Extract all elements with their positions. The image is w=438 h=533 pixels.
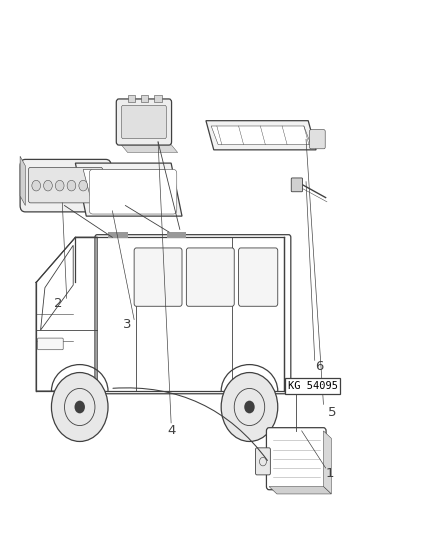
Bar [108,232,127,238]
Text: 1: 1 [326,467,334,480]
Text: 3: 3 [124,318,132,332]
Circle shape [244,401,254,414]
Text: KG 54095: KG 54095 [288,381,338,391]
Circle shape [221,373,278,441]
Bar [141,95,148,102]
Circle shape [55,180,64,191]
FancyBboxPatch shape [121,106,166,139]
FancyBboxPatch shape [65,178,76,201]
Circle shape [91,180,99,191]
Text: 5: 5 [328,406,336,419]
Text: 2: 2 [54,297,62,310]
Polygon shape [83,169,175,210]
FancyBboxPatch shape [255,448,270,475]
FancyBboxPatch shape [95,235,291,394]
FancyBboxPatch shape [28,167,103,203]
Circle shape [51,373,108,441]
FancyBboxPatch shape [38,338,63,350]
Circle shape [44,180,52,191]
Polygon shape [269,487,331,494]
Polygon shape [323,431,331,494]
Bar [154,95,162,102]
Polygon shape [75,163,182,216]
Bar [127,95,135,102]
FancyBboxPatch shape [89,169,177,214]
Bar [167,232,186,238]
FancyBboxPatch shape [20,159,111,212]
Circle shape [32,180,41,191]
Polygon shape [20,156,25,206]
FancyBboxPatch shape [186,248,234,306]
FancyBboxPatch shape [239,248,278,306]
FancyBboxPatch shape [116,99,172,145]
FancyBboxPatch shape [266,427,326,490]
FancyBboxPatch shape [134,248,182,306]
FancyBboxPatch shape [310,130,325,149]
Polygon shape [206,120,316,150]
Polygon shape [119,142,178,152]
Polygon shape [211,126,311,144]
Circle shape [74,401,85,414]
Text: 4: 4 [167,424,175,438]
FancyBboxPatch shape [291,178,303,192]
Text: 6: 6 [315,360,323,373]
Circle shape [79,180,88,191]
Circle shape [67,180,76,191]
